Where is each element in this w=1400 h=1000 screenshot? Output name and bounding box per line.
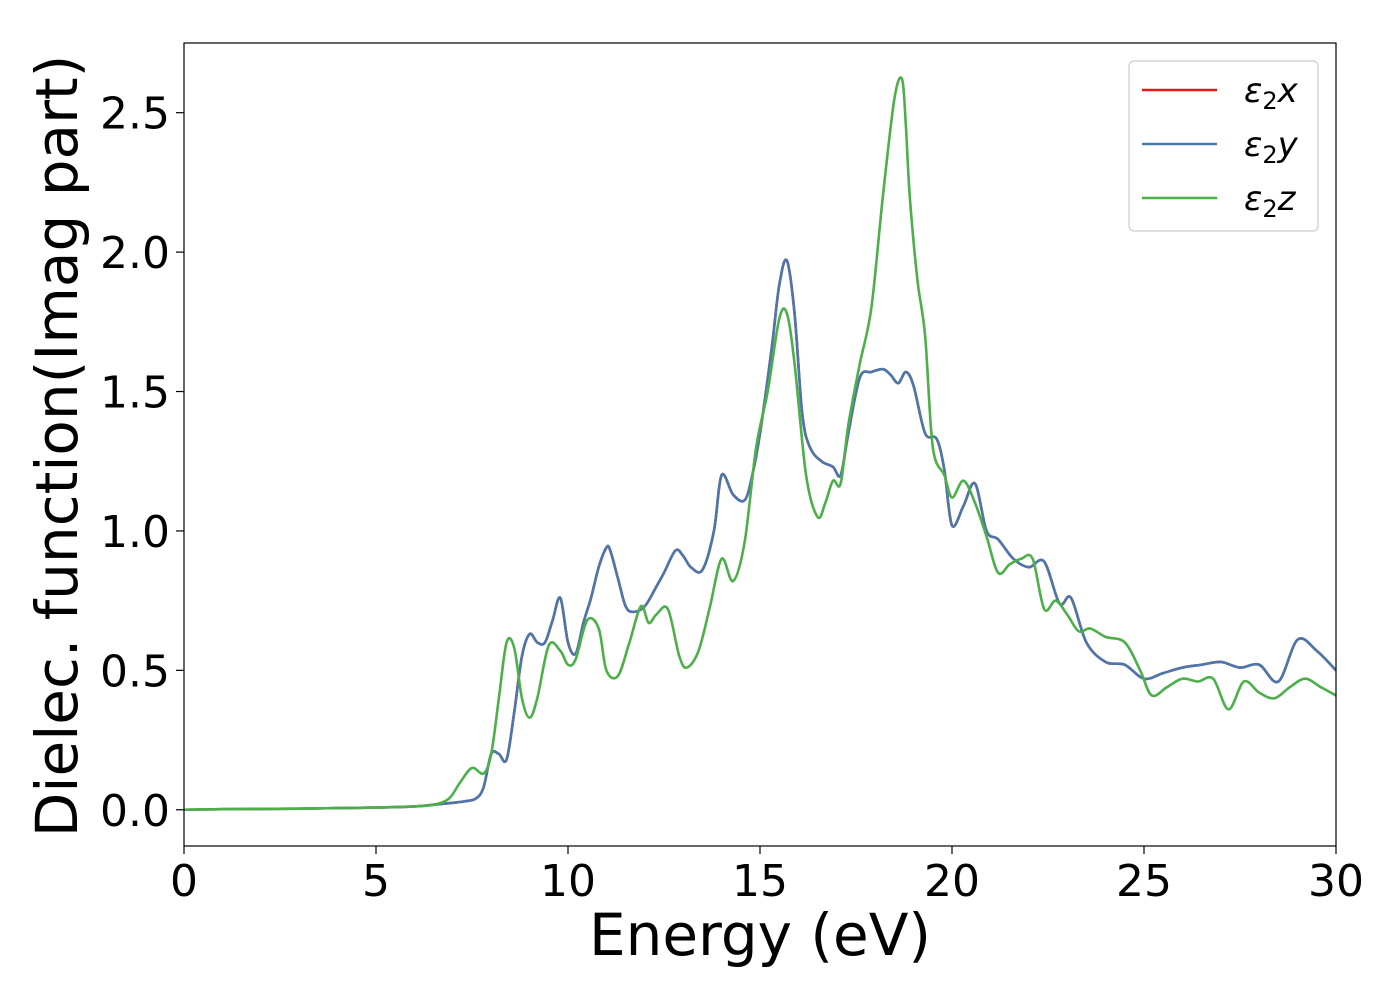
x-tick-label: 10 (540, 856, 596, 907)
x-tick-label: 30 (1308, 856, 1364, 907)
y-tick-label: 1.5 (100, 368, 170, 419)
x-tick-label: 20 (924, 856, 980, 907)
x-tick-label: 25 (1116, 856, 1172, 907)
y-tick-label: 2.0 (100, 228, 170, 279)
legend-label-z: ε2z (1244, 179, 1297, 223)
y-tick-label: 0.5 (100, 646, 170, 697)
y-tick-label: 1.0 (100, 507, 170, 558)
series-line-x (184, 258, 1336, 812)
y-tick-label: 2.5 (100, 89, 170, 140)
legend-label-x: ε2x (1244, 71, 1299, 115)
x-tick-label: 5 (362, 856, 390, 907)
x-tick-label: 0 (170, 856, 198, 907)
legend: ε2x ε2y ε2z (1128, 60, 1319, 232)
axes: 0 5 10 15 20 25 30 0.0 0.5 1.0 1.5 2.0 2.5 (100, 42, 1364, 907)
series-line-y (184, 258, 1336, 812)
y-tick-label: 0.0 (100, 786, 170, 837)
series-line-z (184, 76, 1336, 812)
y-axis-title: Dielec. function(Imag part) (23, 55, 91, 838)
x-axis-title: Energy (eV) (589, 901, 931, 969)
legend-box (1128, 60, 1319, 232)
plot-area (184, 76, 1336, 812)
x-tick-label: 15 (732, 856, 788, 907)
legend-label-y: ε2y (1244, 125, 1299, 169)
